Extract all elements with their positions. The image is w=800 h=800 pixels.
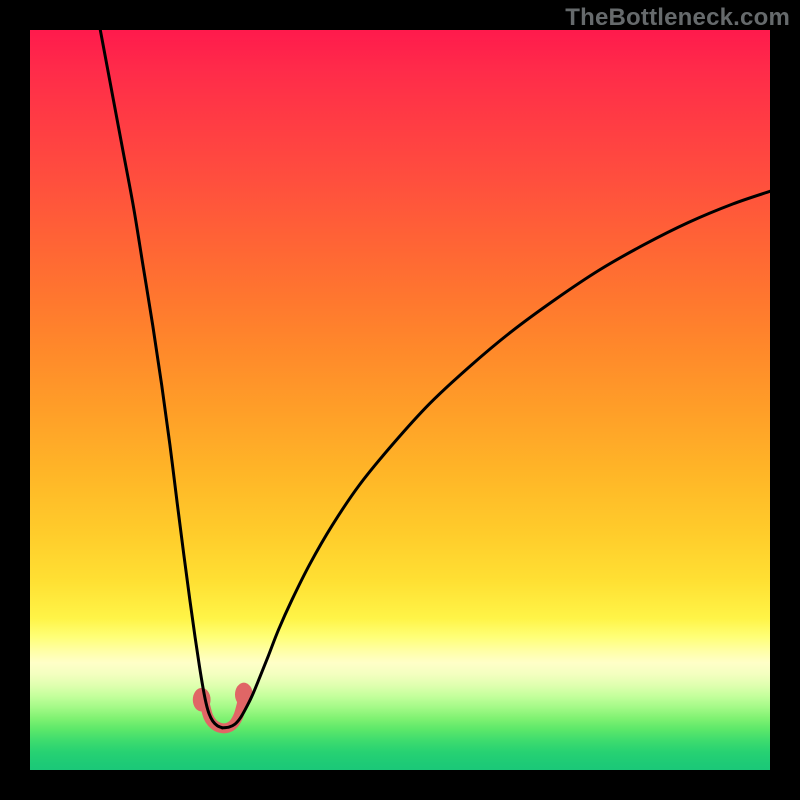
gradient-background (30, 30, 770, 770)
chart-stage: TheBottleneck.com (0, 0, 800, 800)
watermark-text: TheBottleneck.com (565, 4, 790, 32)
bottleneck-curve-chart (0, 0, 800, 800)
